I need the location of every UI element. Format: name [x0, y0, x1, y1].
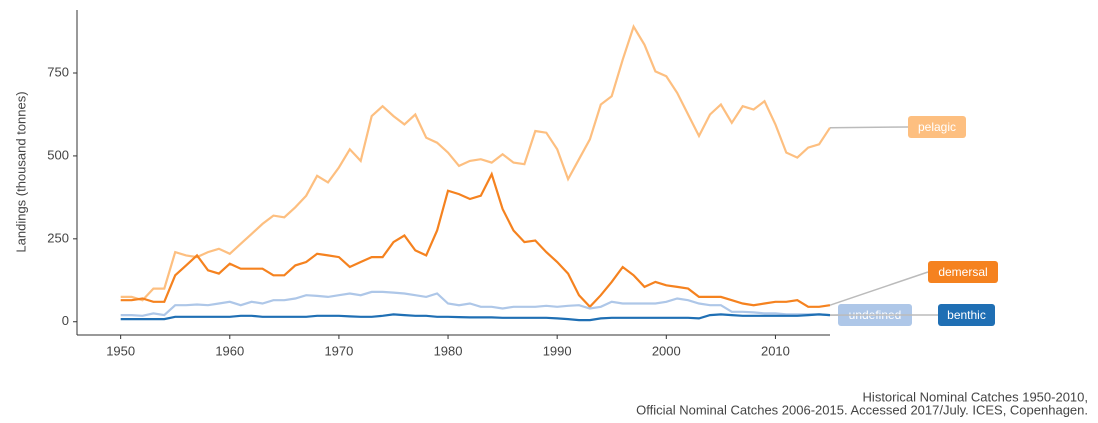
x-tick-label: 2000	[652, 343, 681, 358]
series-line	[120, 290, 831, 317]
series-line	[120, 171, 831, 309]
legend-label: demersal	[938, 265, 987, 279]
y-tick-label: 500	[47, 147, 69, 162]
y-tick-label: 250	[47, 230, 69, 245]
series-line	[120, 313, 831, 322]
legend-label: pelagic	[918, 120, 956, 134]
caption: Historical Nominal Catches 1950-2010,	[863, 389, 1088, 404]
legend-box	[928, 261, 998, 283]
y-tick-label: 0	[62, 313, 69, 328]
y-tick-label: 750	[47, 64, 69, 79]
x-tick-label: 1950	[106, 343, 135, 358]
x-tick-label: 2010	[761, 343, 790, 358]
legend-box	[908, 116, 966, 138]
label-connector	[829, 271, 929, 306]
caption: Official Nominal Catches 2006-2015. Acce…	[636, 402, 1088, 417]
x-tick-label: 1990	[543, 343, 572, 358]
legend-label: benthic	[947, 308, 986, 322]
label-connector	[829, 126, 909, 129]
series-line	[120, 23, 831, 302]
y-axis-title: Landings (thousand tonnes)	[13, 91, 28, 252]
x-tick-label: 1980	[434, 343, 463, 358]
x-tick-label: 1970	[324, 343, 353, 358]
x-tick-label: 1960	[215, 343, 244, 358]
legend-box	[938, 304, 995, 326]
